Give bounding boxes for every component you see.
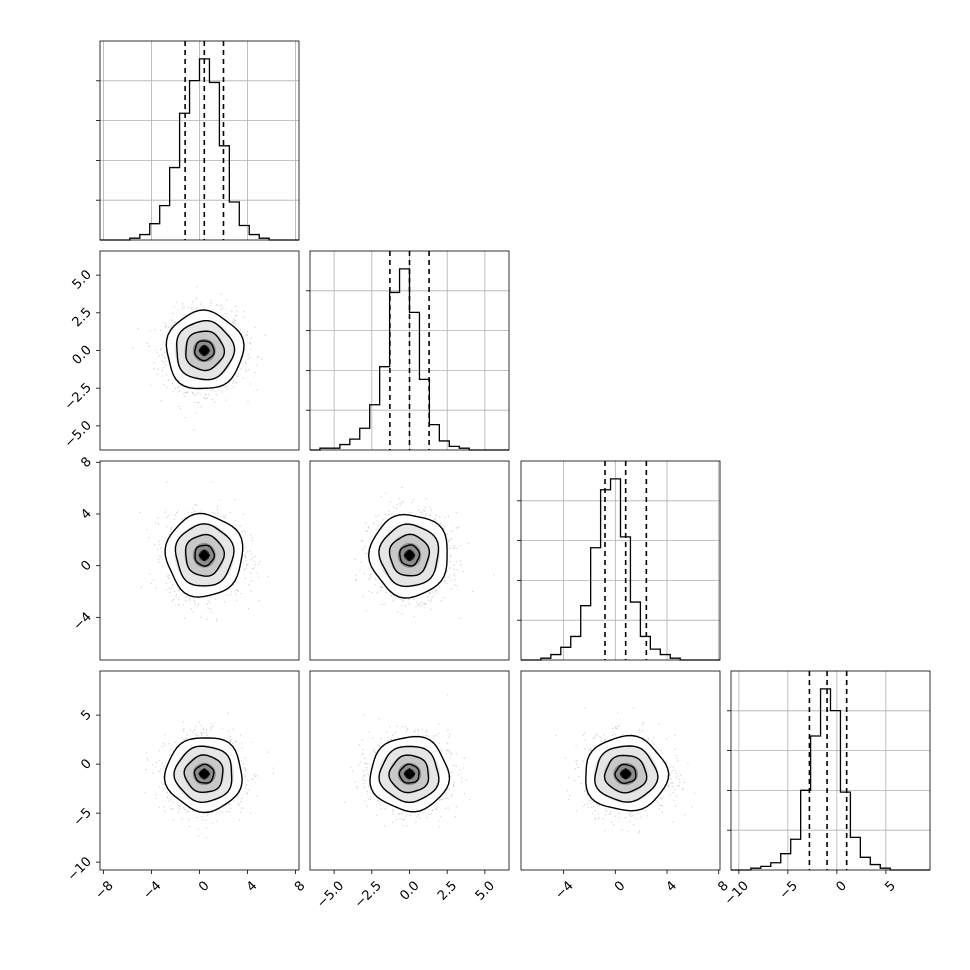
x-tick-label: 0 bbox=[833, 878, 849, 894]
histogram-panel-3 bbox=[727, 670, 931, 871]
contour-line-0 bbox=[399, 544, 421, 567]
contour-line-0 bbox=[614, 763, 637, 785]
x-tick-label: 0 bbox=[196, 878, 212, 894]
x-tick-label: −8 bbox=[92, 878, 116, 902]
x-tick-label: 5.0 bbox=[473, 878, 498, 903]
x-tick-label: 4 bbox=[664, 878, 680, 894]
x-tick-label: 8 bbox=[292, 878, 308, 894]
y-axis-row-3: 5 0 −5 −10 bbox=[65, 707, 100, 884]
y-tick-label: −10 bbox=[65, 854, 95, 884]
x-axis-2: −4 0 4 8 bbox=[553, 870, 732, 903]
y-tick-label: −4 bbox=[71, 610, 95, 634]
panel-content bbox=[555, 707, 696, 834]
histogram-step-line bbox=[100, 58, 299, 241]
contour-line-3 bbox=[369, 735, 451, 813]
histogram-step-line bbox=[731, 688, 930, 871]
panel-frame bbox=[730, 670, 931, 871]
panel-frame bbox=[309, 460, 510, 661]
panel-frame bbox=[99, 40, 300, 241]
contour-line-3 bbox=[164, 512, 244, 598]
density-panel-3-1 bbox=[309, 670, 510, 871]
panel-content bbox=[344, 694, 471, 828]
x-axis-0: −8 −4 0 4 8 bbox=[92, 870, 308, 903]
contour-line-3 bbox=[367, 513, 448, 599]
y-tick-label: 5.0 bbox=[70, 267, 95, 292]
contour-line-2 bbox=[594, 745, 659, 803]
y-tick-label: 8 bbox=[78, 455, 94, 471]
contour-line-2 bbox=[174, 523, 235, 587]
y-tick-label: −5.0 bbox=[62, 418, 95, 451]
contour-line-2 bbox=[378, 745, 440, 804]
contour-line-1 bbox=[184, 533, 225, 577]
x-tick-label: −2.5 bbox=[352, 878, 385, 911]
x-tick-label: −10 bbox=[722, 878, 752, 908]
histogram-panel-1 bbox=[306, 250, 510, 451]
y-tick-label: 0 bbox=[78, 558, 94, 574]
contour-line-1 bbox=[388, 754, 430, 794]
histogram-step-line bbox=[310, 268, 509, 451]
panel-content bbox=[144, 712, 275, 839]
density-peak-marker bbox=[198, 549, 211, 562]
y-tick-label: 0 bbox=[78, 756, 94, 772]
panel-frame bbox=[520, 670, 721, 871]
contour-line-3 bbox=[165, 309, 245, 390]
histogram-panel-2 bbox=[517, 460, 721, 661]
contour-line-3 bbox=[163, 737, 243, 814]
panel-content bbox=[139, 481, 269, 622]
y-tick-label: 2.5 bbox=[70, 305, 95, 330]
panel-frame bbox=[309, 250, 510, 451]
contour-line-1 bbox=[183, 754, 224, 794]
x-tick-label: −4 bbox=[553, 878, 577, 902]
x-axis-3: −10 −5 0 5 bbox=[722, 870, 899, 908]
contour-line-3 bbox=[585, 734, 670, 812]
contour-line-1 bbox=[185, 330, 226, 372]
panel-frame bbox=[99, 460, 300, 661]
y-axis-row-2: 8 4 0 −4 bbox=[71, 455, 100, 634]
x-tick-label: −5.0 bbox=[314, 878, 347, 911]
panel-content bbox=[354, 487, 495, 619]
histogram-step-line bbox=[521, 478, 720, 661]
x-tick-label: 4 bbox=[244, 878, 260, 894]
x-tick-label: 0.0 bbox=[397, 878, 422, 903]
density-panel-3-0 bbox=[99, 670, 300, 871]
density-peak-marker bbox=[619, 767, 632, 780]
y-tick-label: 5 bbox=[78, 707, 94, 723]
density-peak-marker bbox=[198, 767, 211, 780]
x-axis-1: −5.0 −2.5 0.0 2.5 5.0 bbox=[314, 870, 498, 911]
x-tick-label: −5 bbox=[777, 878, 801, 902]
x-tick-label: −4 bbox=[140, 878, 164, 902]
contour-line-2 bbox=[173, 745, 233, 804]
density-peak-marker bbox=[403, 767, 416, 780]
density-panel-2-1 bbox=[309, 460, 510, 661]
contour-line-0 bbox=[398, 763, 420, 784]
panel-frame bbox=[520, 460, 721, 661]
histogram-panel-0 bbox=[96, 40, 300, 241]
contour-line-1 bbox=[603, 754, 648, 794]
density-peak-marker bbox=[198, 344, 211, 357]
x-tick-label: 2.5 bbox=[435, 878, 460, 903]
y-tick-label: −2.5 bbox=[62, 380, 95, 413]
y-axis-row-1: 5.0 2.5 0.0 −2.5 −5.0 bbox=[62, 267, 100, 451]
density-panel-1-0 bbox=[99, 250, 300, 451]
x-tick-label: 5 bbox=[882, 878, 898, 894]
x-tick-label: 0 bbox=[612, 878, 628, 894]
density-peak-marker bbox=[403, 549, 416, 562]
contour-line-2 bbox=[175, 320, 236, 381]
panel-content bbox=[132, 286, 266, 431]
density-panel-3-2 bbox=[520, 670, 721, 871]
contour-line-1 bbox=[388, 533, 431, 577]
contour-line-2 bbox=[378, 523, 440, 588]
contour-line-0 bbox=[194, 544, 215, 567]
contour-line-0 bbox=[194, 340, 215, 362]
y-tick-label: 4 bbox=[78, 506, 94, 522]
density-panel-2-0 bbox=[99, 460, 300, 661]
y-tick-label: −5 bbox=[71, 805, 95, 829]
contour-line-0 bbox=[193, 763, 215, 784]
y-tick-label: 0.0 bbox=[70, 343, 95, 368]
